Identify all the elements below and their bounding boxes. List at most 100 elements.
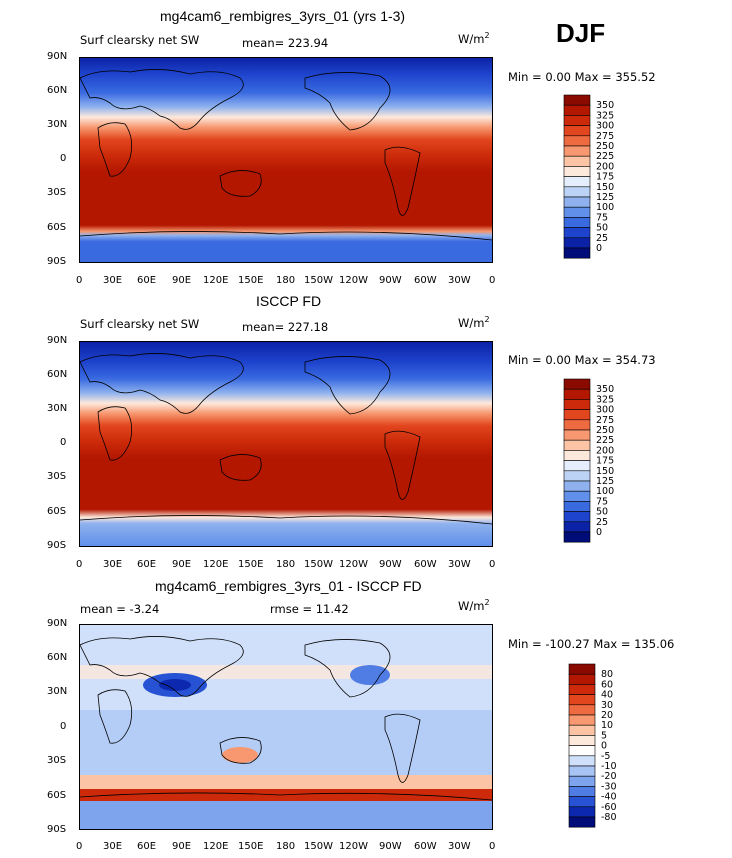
panel3-colorbar-label-3: 30	[601, 700, 613, 711]
panel3-lat-30s: 30S	[47, 755, 67, 766]
panel2-colorbar-swatch-8	[563, 460, 591, 472]
panel3-colorbar-swatch-1	[568, 673, 596, 685]
panel2-colorbar-swatch-1	[563, 388, 591, 400]
panel3-minmax: Min = -100.27 Max = 135.06	[508, 637, 675, 651]
panel1-colorbar-swatch-13	[563, 227, 591, 239]
panel1-colorbar-label-3: 275	[596, 131, 614, 142]
panel3-colorbar-label-4: 20	[601, 710, 613, 721]
panel2-lon-30w: 30W	[448, 559, 471, 570]
panel3-map-svg	[80, 625, 492, 829]
panel3-colorbar-swatch-13	[568, 796, 596, 808]
panel3-colorbar-swatch-8	[568, 745, 596, 757]
panel1-colorbar-swatch-12	[563, 217, 591, 228]
panel2-colorbar-swatch-15	[563, 531, 591, 543]
panel2-lon-120e: 120E	[203, 559, 229, 570]
panel2-lat-90s: 90S	[47, 540, 67, 551]
panel3-lat-60n: 60N	[47, 652, 68, 663]
panel3-lat-60s: 60S	[47, 790, 67, 801]
panel3-lon-90e: 90E	[172, 841, 192, 852]
panel3-colorbar-label-2: 40	[601, 690, 613, 701]
panel1-lon-150e: 150E	[238, 275, 264, 286]
panel2-coastlines	[80, 353, 492, 525]
panel2-lon-180: 180	[276, 559, 296, 570]
panel2-lon-0: 0	[76, 559, 83, 570]
panel1-colorbar-swatch-8	[563, 176, 591, 188]
panel2-lon-150w: 150W	[304, 559, 333, 570]
panel2-lat-30s: 30S	[47, 471, 67, 482]
panel1-lon-90e: 90E	[172, 275, 192, 286]
season-label: DJF	[556, 18, 606, 48]
panel1-coastlines	[80, 69, 492, 241]
panel1-colorbar-swatch-5	[563, 145, 591, 157]
panel3-colorbar-swatch-10	[568, 765, 596, 777]
panel2-colorbar-swatch-6	[563, 439, 591, 451]
panel3-lat-90s: 90S	[47, 824, 67, 835]
panel1-colorbar-swatch-14	[563, 237, 591, 249]
panel1-colorbar-swatch-10	[563, 196, 591, 208]
panel3-colorbar-swatch-4	[568, 704, 596, 716]
panel3-colorbar-label-10: -20	[601, 771, 617, 782]
panel2-colorbar-label-11: 75	[596, 496, 608, 507]
panel3-colorbar-label-1: 60	[601, 679, 613, 690]
panel3-lon-120e: 120E	[203, 841, 229, 852]
panel2-colorbar-label-2: 300	[596, 405, 614, 416]
panel2-colorbar-label-1: 325	[596, 394, 614, 405]
panel1-minmax: Min = 0.00 Max = 355.52	[508, 70, 656, 84]
panel2-colorbar-label-3: 275	[596, 415, 614, 426]
panel2-colorbar-label-13: 25	[596, 517, 608, 528]
panel1-map-svg	[80, 58, 492, 262]
panel2-map	[79, 341, 493, 547]
panel1-colorbar-label-8: 150	[596, 182, 614, 193]
panel1-title: mg4cam6_rembigres_3yrs_01 (yrs 1-3)	[160, 8, 406, 24]
panel1-units: W/m2	[458, 31, 490, 46]
panel3-colorbar-label-14: -80	[601, 812, 617, 823]
panel1-colorbar-label-10: 100	[596, 202, 614, 213]
panel2-colorbar-swatch-13	[563, 511, 591, 523]
panel2-lon-90w: 90W	[379, 559, 402, 570]
panel2-lon-60w: 60W	[414, 559, 437, 570]
panel1-colorbar-swatch-4	[563, 135, 591, 147]
panel1-lon-120w: 120W	[339, 275, 368, 286]
panel3-lon-60e: 60E	[137, 841, 157, 852]
panel1-colorbar-swatch-2	[563, 115, 591, 126]
panel3-lon-30e: 30E	[103, 841, 123, 852]
panel1-colorbar-swatch-3	[563, 125, 591, 137]
panel1-colorbar-label-9: 125	[596, 192, 614, 203]
panel2-lon-90e: 90E	[172, 559, 192, 570]
panel1-colorbar-label-0: 350	[596, 100, 614, 111]
panel2-colorbar-swatch-3	[563, 409, 591, 421]
panel1-colorbar-swatch-9	[563, 186, 591, 198]
panel2-colorbar-label-12: 50	[596, 507, 608, 518]
panel2-lat-90n: 90N	[47, 335, 68, 346]
panel3-colorbar-swatch-6	[568, 724, 596, 736]
panel3-lon-180: 180	[276, 841, 296, 852]
panel3-colorbar-label-9: -10	[601, 761, 617, 772]
panel1-lat-60n: 60N	[47, 85, 68, 96]
panel3-center-label: rmse = 11.42	[270, 602, 349, 616]
panel3-lon-90w: 90W	[379, 841, 402, 852]
panel2-colorbar-swatch-10	[563, 480, 591, 492]
panel2-colorbar-label-8: 150	[596, 466, 614, 477]
panel3-units: W/m2	[458, 598, 490, 613]
panel2-colorbar-swatch-0	[563, 378, 591, 390]
panel1-lat-30n: 30N	[47, 119, 68, 130]
panel1-lat-90s: 90S	[47, 256, 67, 267]
panel1-colorbar-swatch-15	[563, 247, 591, 259]
panel3-colorbar-label-8: -5	[601, 751, 610, 762]
panel3-title: mg4cam6_rembigres_3yrs_01 - ISCCP FD	[155, 578, 422, 594]
panel1-center-label: mean= 223.94	[242, 36, 329, 50]
panel2-minmax: Min = 0.00 Max = 354.73	[508, 353, 656, 367]
panel1-lon-0-end: 0	[489, 275, 496, 286]
panel1-colorbar-label-2: 300	[596, 121, 614, 132]
panel2-colorbar-label-14: 0	[596, 527, 602, 538]
panel2-lat-60s: 60S	[47, 506, 67, 517]
panel3-lon-120w: 120W	[339, 841, 368, 852]
panel2-field	[80, 342, 492, 546]
panel3-colorbar-swatch-0	[568, 663, 596, 675]
panel1-lon-180: 180	[276, 275, 296, 286]
panel1-colorbar-swatch-11	[563, 206, 591, 218]
panel1-lat-60s: 60S	[47, 222, 67, 233]
panel2-lat-30n: 30N	[47, 403, 68, 414]
panel2-colorbar-label-9: 125	[596, 476, 614, 487]
